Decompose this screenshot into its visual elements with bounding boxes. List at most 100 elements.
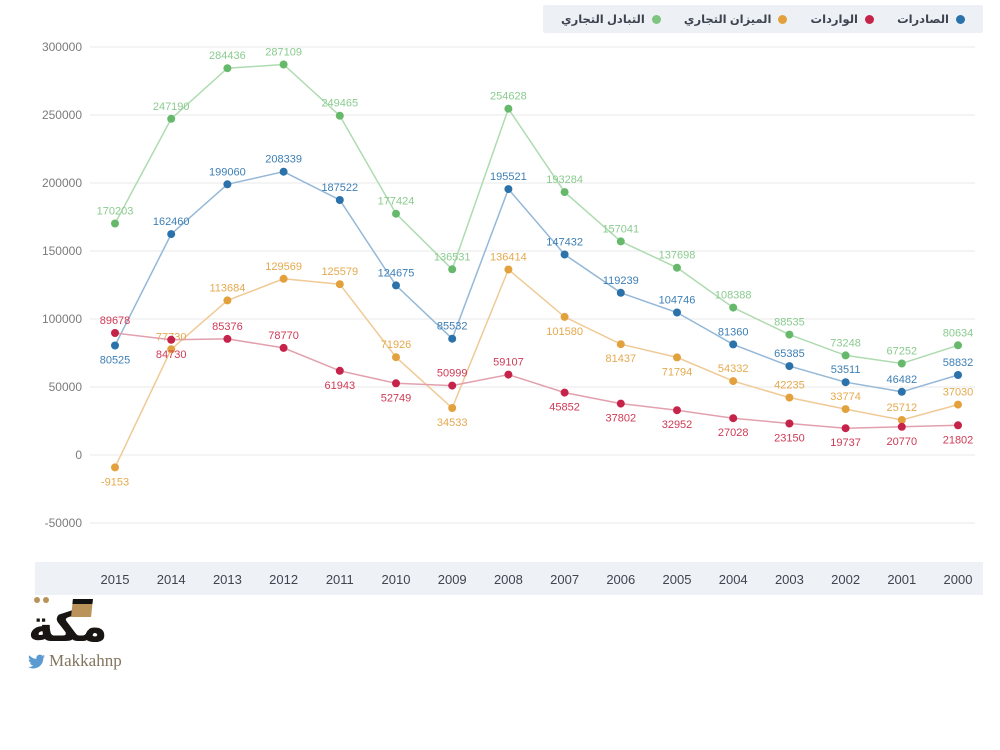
legend-item-exports[interactable]: الصادرات — [897, 12, 965, 26]
data-label-exports-2015: 80525 — [100, 355, 131, 367]
data-label-imports-2007: 45852 — [549, 402, 580, 414]
data-point-exchange-2001 — [897, 359, 906, 368]
data-point-imports-2014 — [167, 335, 176, 344]
legend-dot-icon — [956, 14, 965, 24]
data-label-exports-2001: 46482 — [887, 374, 918, 386]
year-label: 2008 — [494, 572, 523, 587]
y-tick-label: 300000 — [42, 40, 82, 54]
series-line-imports — [114, 332, 959, 429]
series-line-exchange — [114, 63, 959, 365]
data-point-imports-2000 — [954, 421, 962, 430]
data-point-balance-2012 — [279, 274, 288, 283]
data-point-balance-2009 — [448, 404, 457, 412]
data-label-imports-2004: 27028 — [718, 427, 749, 439]
data-label-exchange-2012: 287109 — [265, 47, 302, 59]
data-label-exchange-2001: 67252 — [887, 346, 918, 358]
data-label-exports-2007: 147432 — [546, 237, 583, 249]
data-point-imports-2001 — [897, 422, 906, 431]
data-point-imports-2010 — [392, 379, 400, 388]
data-label-balance-2010: 71926 — [381, 339, 412, 351]
data-label-exchange-2006: 157041 — [602, 223, 639, 235]
data-label-imports-2010: 52749 — [381, 392, 412, 404]
year-label: 2001 — [887, 572, 916, 587]
data-label-balance-2012: 129569 — [265, 261, 302, 273]
data-point-balance-2005 — [673, 353, 681, 362]
data-point-balance-2000 — [954, 400, 962, 409]
legend-item-label: الميزان التجاري — [683, 14, 772, 26]
year-label: 2011 — [326, 572, 354, 587]
data-point-balance-2003 — [785, 393, 794, 402]
data-point-exports-2001 — [897, 387, 906, 396]
data-label-exports-2000: 58832 — [943, 357, 974, 369]
data-point-imports-2007 — [560, 388, 569, 397]
data-point-exports-2006 — [616, 288, 625, 297]
data-label-imports-2001: 20770 — [887, 436, 918, 448]
data-label-balance-2013: 113684 — [209, 282, 245, 294]
data-point-balance-2001 — [897, 416, 906, 424]
data-label-imports-2003: 23150 — [774, 433, 805, 445]
data-label-exports-2013: 199060 — [209, 166, 246, 178]
data-point-exchange-2012 — [279, 60, 288, 69]
data-point-exchange-2000 — [954, 341, 962, 350]
data-point-exports-2002 — [841, 378, 850, 387]
y-tick-label: 150000 — [42, 244, 82, 258]
data-point-exports-2007 — [560, 250, 569, 259]
twitter-bird-icon — [28, 654, 45, 668]
legend-dot-icon — [864, 14, 874, 24]
year-label: 2003 — [775, 572, 804, 587]
series-line-balance — [114, 268, 959, 468]
data-label-balance-2011: 125579 — [321, 266, 358, 278]
data-point-balance-2004 — [729, 377, 738, 386]
data-label-balance-2003: 42235 — [774, 380, 805, 392]
data-label-exports-2011: 187522 — [321, 182, 358, 194]
data-point-exchange-2011 — [335, 111, 344, 120]
data-label-exchange-2007: 193284 — [546, 174, 583, 186]
data-point-exchange-2013 — [223, 64, 232, 73]
data-point-imports-2012 — [279, 343, 288, 352]
legend-item-label: التبادل التجاري — [561, 14, 645, 26]
year-label: 2007 — [550, 572, 579, 587]
data-point-exchange-2002 — [841, 351, 850, 360]
twitter-handle: Makkahnp — [49, 651, 122, 670]
x-axis-band — [35, 562, 983, 595]
data-point-exchange-2006 — [616, 237, 625, 246]
logo-dots-icon — [34, 597, 49, 603]
data-label-balance-2005: 71794 — [662, 366, 693, 378]
legend: الصادرات الواردات الميزان التجاري التبادل ا… — [543, 5, 983, 33]
data-label-exchange-2004: 108388 — [715, 290, 752, 302]
data-point-balance-2010 — [392, 353, 400, 362]
data-label-exchange-2009: 136531 — [434, 251, 471, 263]
data-label-exchange-2015: 170203 — [97, 206, 134, 218]
legend-item-exchange[interactable]: التبادل التجاري — [561, 12, 661, 26]
data-label-balance-2007: 101580 — [546, 326, 583, 338]
data-label-imports-2013: 85376 — [212, 321, 243, 333]
data-label-exports-2012: 208339 — [265, 154, 302, 166]
data-label-balance-2001: 25712 — [887, 402, 918, 414]
data-label-exchange-2014: 247190 — [153, 101, 190, 113]
data-label-imports-2000: 21802 — [943, 434, 974, 446]
legend-item-label: الواردات — [810, 14, 858, 26]
data-label-exchange-2013: 284436 — [209, 50, 246, 62]
year-label: 2015 — [101, 572, 130, 587]
series-line-exports — [114, 170, 959, 393]
legend-item-imports[interactable]: الواردات — [811, 12, 874, 26]
data-point-exchange-2007 — [560, 188, 569, 197]
data-point-exports-2003 — [785, 362, 794, 371]
year-label: 2013 — [213, 572, 242, 587]
data-label-imports-2011: 61943 — [325, 380, 356, 392]
data-label-exchange-2005: 137698 — [659, 250, 696, 262]
data-label-imports-2005: 32952 — [662, 419, 693, 431]
data-label-exchange-2010: 177424 — [378, 196, 415, 208]
data-point-imports-2002 — [841, 424, 850, 433]
data-point-imports-2004 — [729, 414, 738, 423]
data-point-imports-2013 — [223, 334, 232, 343]
legend-item-balance[interactable]: الميزان التجاري — [684, 12, 788, 26]
twitter-row: Makkahnp — [28, 651, 188, 671]
data-label-exports-2014: 162460 — [153, 216, 190, 228]
legend-dot-icon — [651, 14, 661, 24]
data-point-exports-2005 — [673, 308, 681, 317]
data-label-imports-2012: 78770 — [268, 330, 299, 342]
y-tick-label: 250000 — [42, 108, 82, 122]
y-tick-label: -50000 — [45, 516, 83, 530]
